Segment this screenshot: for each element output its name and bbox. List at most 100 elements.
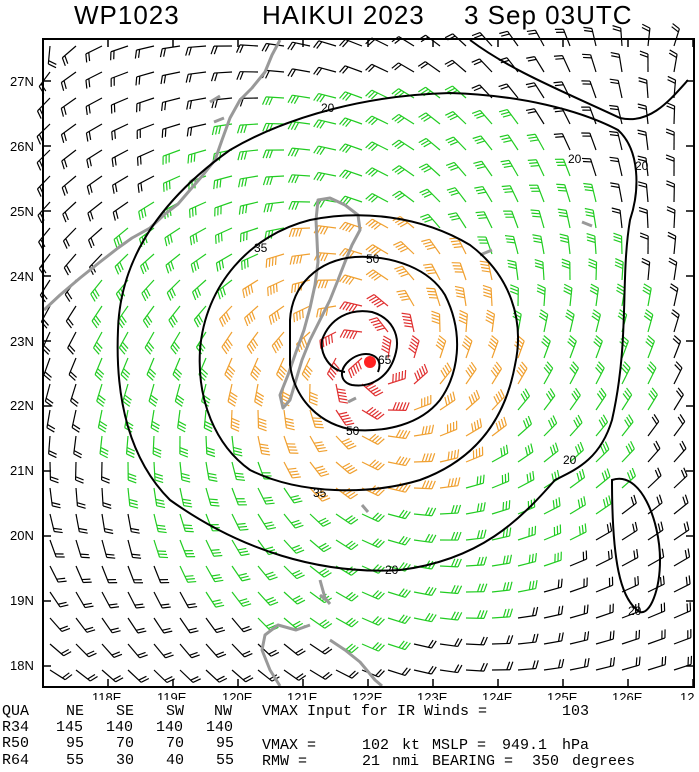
wind-barb-icon bbox=[101, 461, 110, 484]
wind-barb-icon bbox=[97, 409, 108, 433]
wind-barb-icon bbox=[387, 640, 411, 651]
wind-barb-icon bbox=[287, 94, 311, 104]
lon-labels: 118E 119E 120E 121E 122E 123E 124E 125E … bbox=[92, 690, 694, 700]
wind-barb-icon bbox=[581, 106, 597, 125]
wind-barb-icon bbox=[86, 175, 103, 195]
wind-barb-icon bbox=[231, 617, 252, 633]
wind-barb-icon bbox=[94, 357, 105, 381]
wind-barb-icon bbox=[439, 584, 463, 595]
storm-id: WP1023 bbox=[74, 0, 180, 30]
wind-barb-icon bbox=[127, 669, 150, 683]
wind-barb-icon bbox=[595, 657, 616, 671]
small-island-3 bbox=[319, 593, 327, 602]
wind-barb-icon bbox=[445, 136, 467, 151]
wind-barb-icon bbox=[61, 175, 77, 196]
wind-barb-icon bbox=[569, 657, 590, 671]
row-label: R50 bbox=[2, 735, 30, 752]
wind-barb-icon bbox=[205, 435, 216, 458]
wind-barb-icon bbox=[517, 606, 539, 619]
wind-barb-icon bbox=[444, 85, 467, 99]
wind-barb-icon bbox=[487, 335, 499, 359]
wind-barb-icon bbox=[313, 40, 337, 49]
wind-barb-icon bbox=[418, 137, 441, 151]
wind-barb-icon bbox=[283, 513, 304, 529]
wind-barb-icon bbox=[581, 157, 597, 177]
wind-barb-icon bbox=[152, 435, 162, 458]
wind-barb-icon bbox=[387, 535, 411, 546]
wind-barb-icon bbox=[641, 257, 651, 281]
wind-barb-icon bbox=[309, 513, 332, 527]
wind-barb-icon bbox=[621, 414, 634, 437]
contour-label: 20 bbox=[635, 159, 649, 173]
wind-barb-icon bbox=[609, 156, 623, 177]
wind-barb-icon bbox=[610, 182, 623, 203]
wind-barb-icon bbox=[472, 135, 493, 151]
header-sw: SW bbox=[166, 703, 185, 720]
wind-barb-icon bbox=[71, 409, 81, 433]
wind-barb-icon bbox=[543, 578, 563, 593]
wind-barb-icon bbox=[309, 409, 324, 429]
wind-barb-icon bbox=[75, 487, 86, 509]
wind-barb-icon bbox=[391, 139, 415, 151]
bearing-unit: degrees bbox=[572, 753, 636, 770]
wind-barb-icon bbox=[621, 656, 641, 671]
contour-label: 35 bbox=[313, 486, 327, 500]
wind-barb-icon bbox=[101, 487, 112, 510]
wind-barb-icon bbox=[419, 188, 441, 203]
wind-barb-icon bbox=[339, 329, 363, 340]
wind-barb-icon bbox=[595, 522, 613, 541]
wind-barb-icon bbox=[595, 495, 612, 515]
contour-20-outer bbox=[116, 91, 638, 572]
wind-barb-icon bbox=[170, 331, 181, 355]
wind-barb-icon bbox=[140, 253, 155, 275]
vmax-unit: kt bbox=[402, 737, 421, 754]
lon-label: 120E bbox=[222, 690, 253, 700]
contour-label: 35 bbox=[254, 241, 268, 255]
wind-barb-icon bbox=[637, 155, 649, 177]
wind-barb-icon bbox=[49, 461, 59, 484]
contour-65 bbox=[320, 310, 398, 387]
wind-barb-icon bbox=[591, 309, 601, 333]
wind-barb-icon bbox=[39, 279, 51, 303]
wind-barb-icon bbox=[413, 507, 437, 517]
wind-barb-icon bbox=[413, 612, 437, 623]
wind-barb-icon bbox=[413, 453, 436, 463]
wind-barb-icon bbox=[557, 208, 571, 229]
wind-barb-icon bbox=[75, 617, 96, 633]
wind-barb-icon bbox=[185, 45, 207, 56]
wind-barb-icon bbox=[439, 420, 458, 437]
wind-barb-icon bbox=[231, 461, 245, 481]
wind-barb-icon bbox=[413, 665, 437, 675]
wind-barb-icon bbox=[339, 91, 363, 101]
wind-barb-icon bbox=[665, 128, 675, 151]
wind-barb-icon bbox=[543, 632, 564, 645]
row-value: 30 bbox=[116, 752, 135, 769]
wind-barb-icon bbox=[543, 361, 554, 385]
bearing-value: 350 bbox=[532, 753, 560, 770]
wind-barb-icon bbox=[127, 513, 140, 534]
wind-barb-icon bbox=[391, 62, 415, 73]
wind-barb-icon bbox=[647, 602, 666, 619]
wind-barb-icon bbox=[43, 357, 52, 381]
wind-barb-icon bbox=[517, 415, 532, 437]
wind-barb-icon bbox=[190, 253, 207, 273]
wind-barb-icon bbox=[479, 260, 493, 281]
wind-barb-icon bbox=[268, 305, 285, 325]
wind-barb-icon bbox=[127, 565, 143, 584]
wind-barb-icon bbox=[136, 123, 155, 140]
wind-barb-icon bbox=[471, 58, 493, 73]
wind-barb-icon bbox=[261, 42, 285, 52]
lat-label: 19N bbox=[10, 593, 34, 608]
lat-label: 26N bbox=[10, 139, 34, 154]
wind-barb-icon bbox=[75, 539, 90, 559]
wind-barb-icon bbox=[595, 549, 613, 567]
wind-barb-icon bbox=[517, 471, 535, 489]
wind-barb-icon bbox=[153, 461, 164, 484]
wind-barb-icon bbox=[101, 669, 124, 683]
contour-label: 20 bbox=[321, 101, 335, 115]
wind-barb-icon bbox=[257, 513, 277, 530]
header-se: SE bbox=[116, 703, 135, 720]
wind-barb-icon bbox=[313, 66, 337, 76]
wind-barb-icon bbox=[138, 201, 155, 220]
wind-barb-icon bbox=[595, 361, 605, 385]
